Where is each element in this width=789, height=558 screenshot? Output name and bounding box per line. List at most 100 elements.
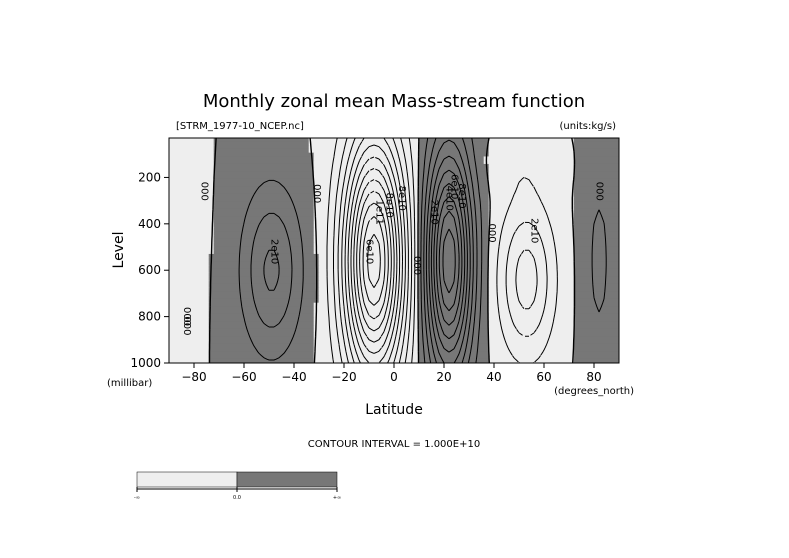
negative-shade-cell [398, 298, 405, 304]
negative-shade-cell [488, 231, 495, 236]
positive-shade-cell [573, 302, 580, 308]
negative-shade-cell [323, 145, 330, 150]
positive-shade-cell [248, 182, 255, 188]
positive-shade-cell [258, 280, 265, 285]
negative-shade-cell [358, 178, 365, 184]
negative-shade-cell [538, 212, 545, 218]
positive-shade-cell [573, 298, 580, 304]
positive-shade-cell [278, 250, 285, 255]
positive-shade-cell [293, 261, 300, 266]
positive-shade-cell [583, 186, 590, 191]
positive-shade-cell [288, 193, 295, 199]
negative-shade-cell [513, 141, 520, 146]
positive-shade-cell [223, 186, 230, 191]
positive-shade-cell [433, 138, 440, 143]
negative-shade-cell [493, 167, 500, 173]
positive-shade-cell [418, 141, 425, 146]
negative-shade-cell [188, 220, 195, 225]
negative-shade-cell [198, 253, 205, 259]
negative-shade-cell [203, 343, 210, 349]
negative-shade-cell [333, 332, 340, 338]
positive-shade-cell [268, 242, 275, 248]
negative-shade-cell [169, 193, 175, 199]
negative-shade-cell [543, 242, 550, 248]
negative-shade-cell [563, 246, 570, 251]
negative-shade-cell [568, 272, 575, 278]
positive-shade-cell [473, 328, 480, 334]
negative-shade-cell [413, 265, 420, 270]
negative-shade-cell [358, 332, 365, 338]
negative-shade-cell [553, 276, 560, 281]
positive-shade-cell [483, 287, 490, 293]
negative-shade-cell [413, 197, 420, 203]
negative-shade-cell [498, 291, 505, 296]
negative-shade-cell [393, 216, 400, 221]
negative-shade-cell [548, 138, 555, 143]
negative-shade-cell [193, 205, 200, 210]
negative-shade-cell [538, 242, 545, 248]
negative-shade-cell [188, 227, 195, 233]
positive-shade-cell [303, 317, 310, 323]
positive-shade-cell [583, 246, 590, 251]
negative-shade-cell [313, 212, 320, 218]
positive-shade-cell [593, 227, 600, 233]
negative-shade-cell [368, 156, 375, 161]
positive-shade-cell [243, 231, 250, 236]
positive-shade-cell [468, 231, 475, 236]
positive-shade-cell [268, 175, 275, 180]
positive-shade-cell [583, 310, 590, 315]
positive-shade-cell [443, 242, 450, 248]
negative-shade-cell [173, 205, 180, 210]
negative-shade-cell [193, 268, 200, 274]
positive-shade-cell [423, 148, 430, 154]
negative-shade-cell [378, 148, 385, 154]
positive-shade-cell [283, 253, 290, 259]
positive-shade-cell [248, 156, 255, 161]
positive-shade-cell [453, 328, 460, 334]
negative-shade-cell [378, 253, 385, 259]
positive-shade-cell [258, 325, 265, 330]
positive-shade-cell [268, 208, 275, 214]
negative-shade-cell [203, 148, 210, 154]
negative-shade-cell [498, 208, 505, 214]
negative-shade-cell [403, 223, 410, 229]
positive-shade-cell [278, 216, 285, 221]
negative-shade-cell [538, 175, 545, 180]
negative-shade-cell [488, 287, 495, 293]
negative-shade-cell [553, 238, 560, 244]
positive-shade-cell [463, 332, 470, 338]
negative-shade-cell [518, 298, 525, 304]
negative-shade-cell [528, 231, 535, 236]
positive-shade-cell [583, 175, 590, 180]
negative-shade-cell [193, 291, 200, 296]
positive-shade-cell [228, 175, 235, 180]
negative-shade-cell [208, 152, 215, 158]
positive-shade-cell [303, 178, 310, 184]
negative-shade-cell [493, 141, 500, 146]
negative-shade-cell [403, 152, 410, 158]
positive-shade-cell [453, 238, 460, 244]
negative-shade-cell [368, 223, 375, 229]
negative-shade-cell [173, 272, 180, 278]
positive-shade-cell [483, 201, 490, 206]
negative-shade-cell [563, 317, 570, 323]
positive-shade-cell [613, 313, 619, 319]
positive-shade-cell [283, 152, 290, 158]
positive-shade-cell [303, 231, 310, 236]
negative-shade-cell [203, 276, 210, 281]
positive-shade-cell [448, 175, 455, 180]
negative-shade-cell [183, 321, 190, 326]
negative-shade-cell [173, 298, 180, 304]
negative-shade-cell [403, 175, 410, 180]
positive-shade-cell [268, 265, 275, 270]
positive-shade-cell [243, 310, 250, 315]
positive-shade-cell [478, 310, 485, 315]
negative-shade-cell [338, 156, 345, 161]
positive-shade-cell [208, 332, 215, 338]
negative-shade-cell [518, 138, 525, 143]
positive-shade-cell [418, 182, 425, 188]
positive-shade-cell [468, 298, 475, 304]
positive-shade-cell [243, 182, 250, 188]
negative-shade-cell [198, 298, 205, 304]
positive-shade-cell [598, 257, 605, 263]
